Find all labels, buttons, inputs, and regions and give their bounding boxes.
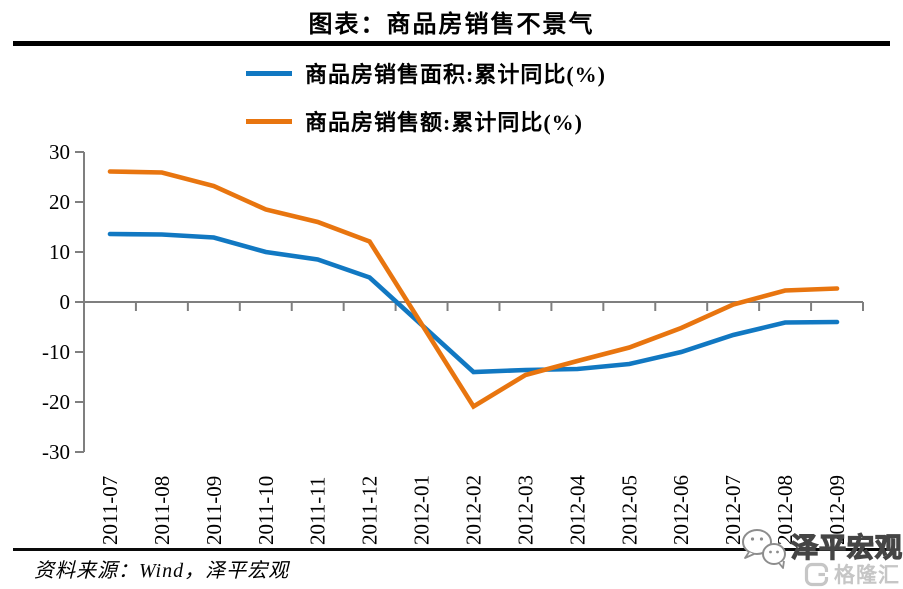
x-axis-tick-label: 2011-11 [306,477,330,545]
top-divider [13,41,890,46]
x-axis-tick-label: 2012-08 [773,475,797,545]
bottom-divider [13,548,890,551]
legend-label-sales-area: 商品房销售面积:累计同比(%) [305,62,606,87]
x-axis-tick-label: 2012-01 [410,475,434,545]
x-axis-tick-label: 2011-08 [150,476,174,545]
legend-item-sales-value: 商品房销售额:累计同比(%) [246,105,606,137]
wechat-bubbles-icon [742,529,786,569]
y-axis-tick-label: 30 [49,140,70,164]
chart-title: 图表：商品房销售不景气 [308,12,595,38]
x-axis-tick-label: 2012-03 [513,475,537,545]
gelonghui-g-icon [804,562,829,586]
x-axis-tick-label: 2011-09 [202,476,226,545]
x-axis-tick-label: 2011-10 [254,476,278,545]
y-axis-tick-label: -30 [42,440,70,464]
series-line-sales-area [107,231,840,375]
x-axis-tick-label: 2011-07 [98,476,122,545]
x-axis-tick-label: 2011-12 [358,476,382,545]
y-axis-tick-label: 0 [60,290,71,314]
source-note: 资料来源：Wind，泽平宏观 [34,560,290,582]
y-axis-tick-label: 20 [49,190,70,214]
x-axis-tick-label: 2012-05 [617,475,641,545]
x-axis-tick-label: 2012-02 [462,475,486,545]
series-line-sales-value [107,169,840,410]
x-axis-tick-label: 2012-09 [825,475,849,545]
watermark-brand-text: 泽平宏观 [790,532,903,563]
x-axis-tick-label: 2012-04 [565,475,589,545]
gelonghui-label: 格隆汇 [834,564,900,587]
x-axis-tick-label: 2012-07 [721,475,745,545]
y-axis-tick-label: 10 [49,240,70,264]
legend-label-sales-value: 商品房销售额:累计同比(%) [305,110,583,135]
y-axis-tick-label: -10 [42,340,70,364]
gelonghui-logo: 格隆汇 [804,559,900,589]
legend-swatch-sales-value [246,118,292,124]
x-axis-tick-label: 2012-06 [669,475,693,545]
legend: 商品房销售面积:累计同比(%) 商品房销售额:累计同比(%) [246,57,606,153]
y-axis-tick-label: -20 [42,390,70,414]
legend-item-sales-area: 商品房销售面积:累计同比(%) [246,57,606,89]
legend-swatch-sales-area [246,70,292,76]
watermark: 泽平宏观 [739,527,903,569]
